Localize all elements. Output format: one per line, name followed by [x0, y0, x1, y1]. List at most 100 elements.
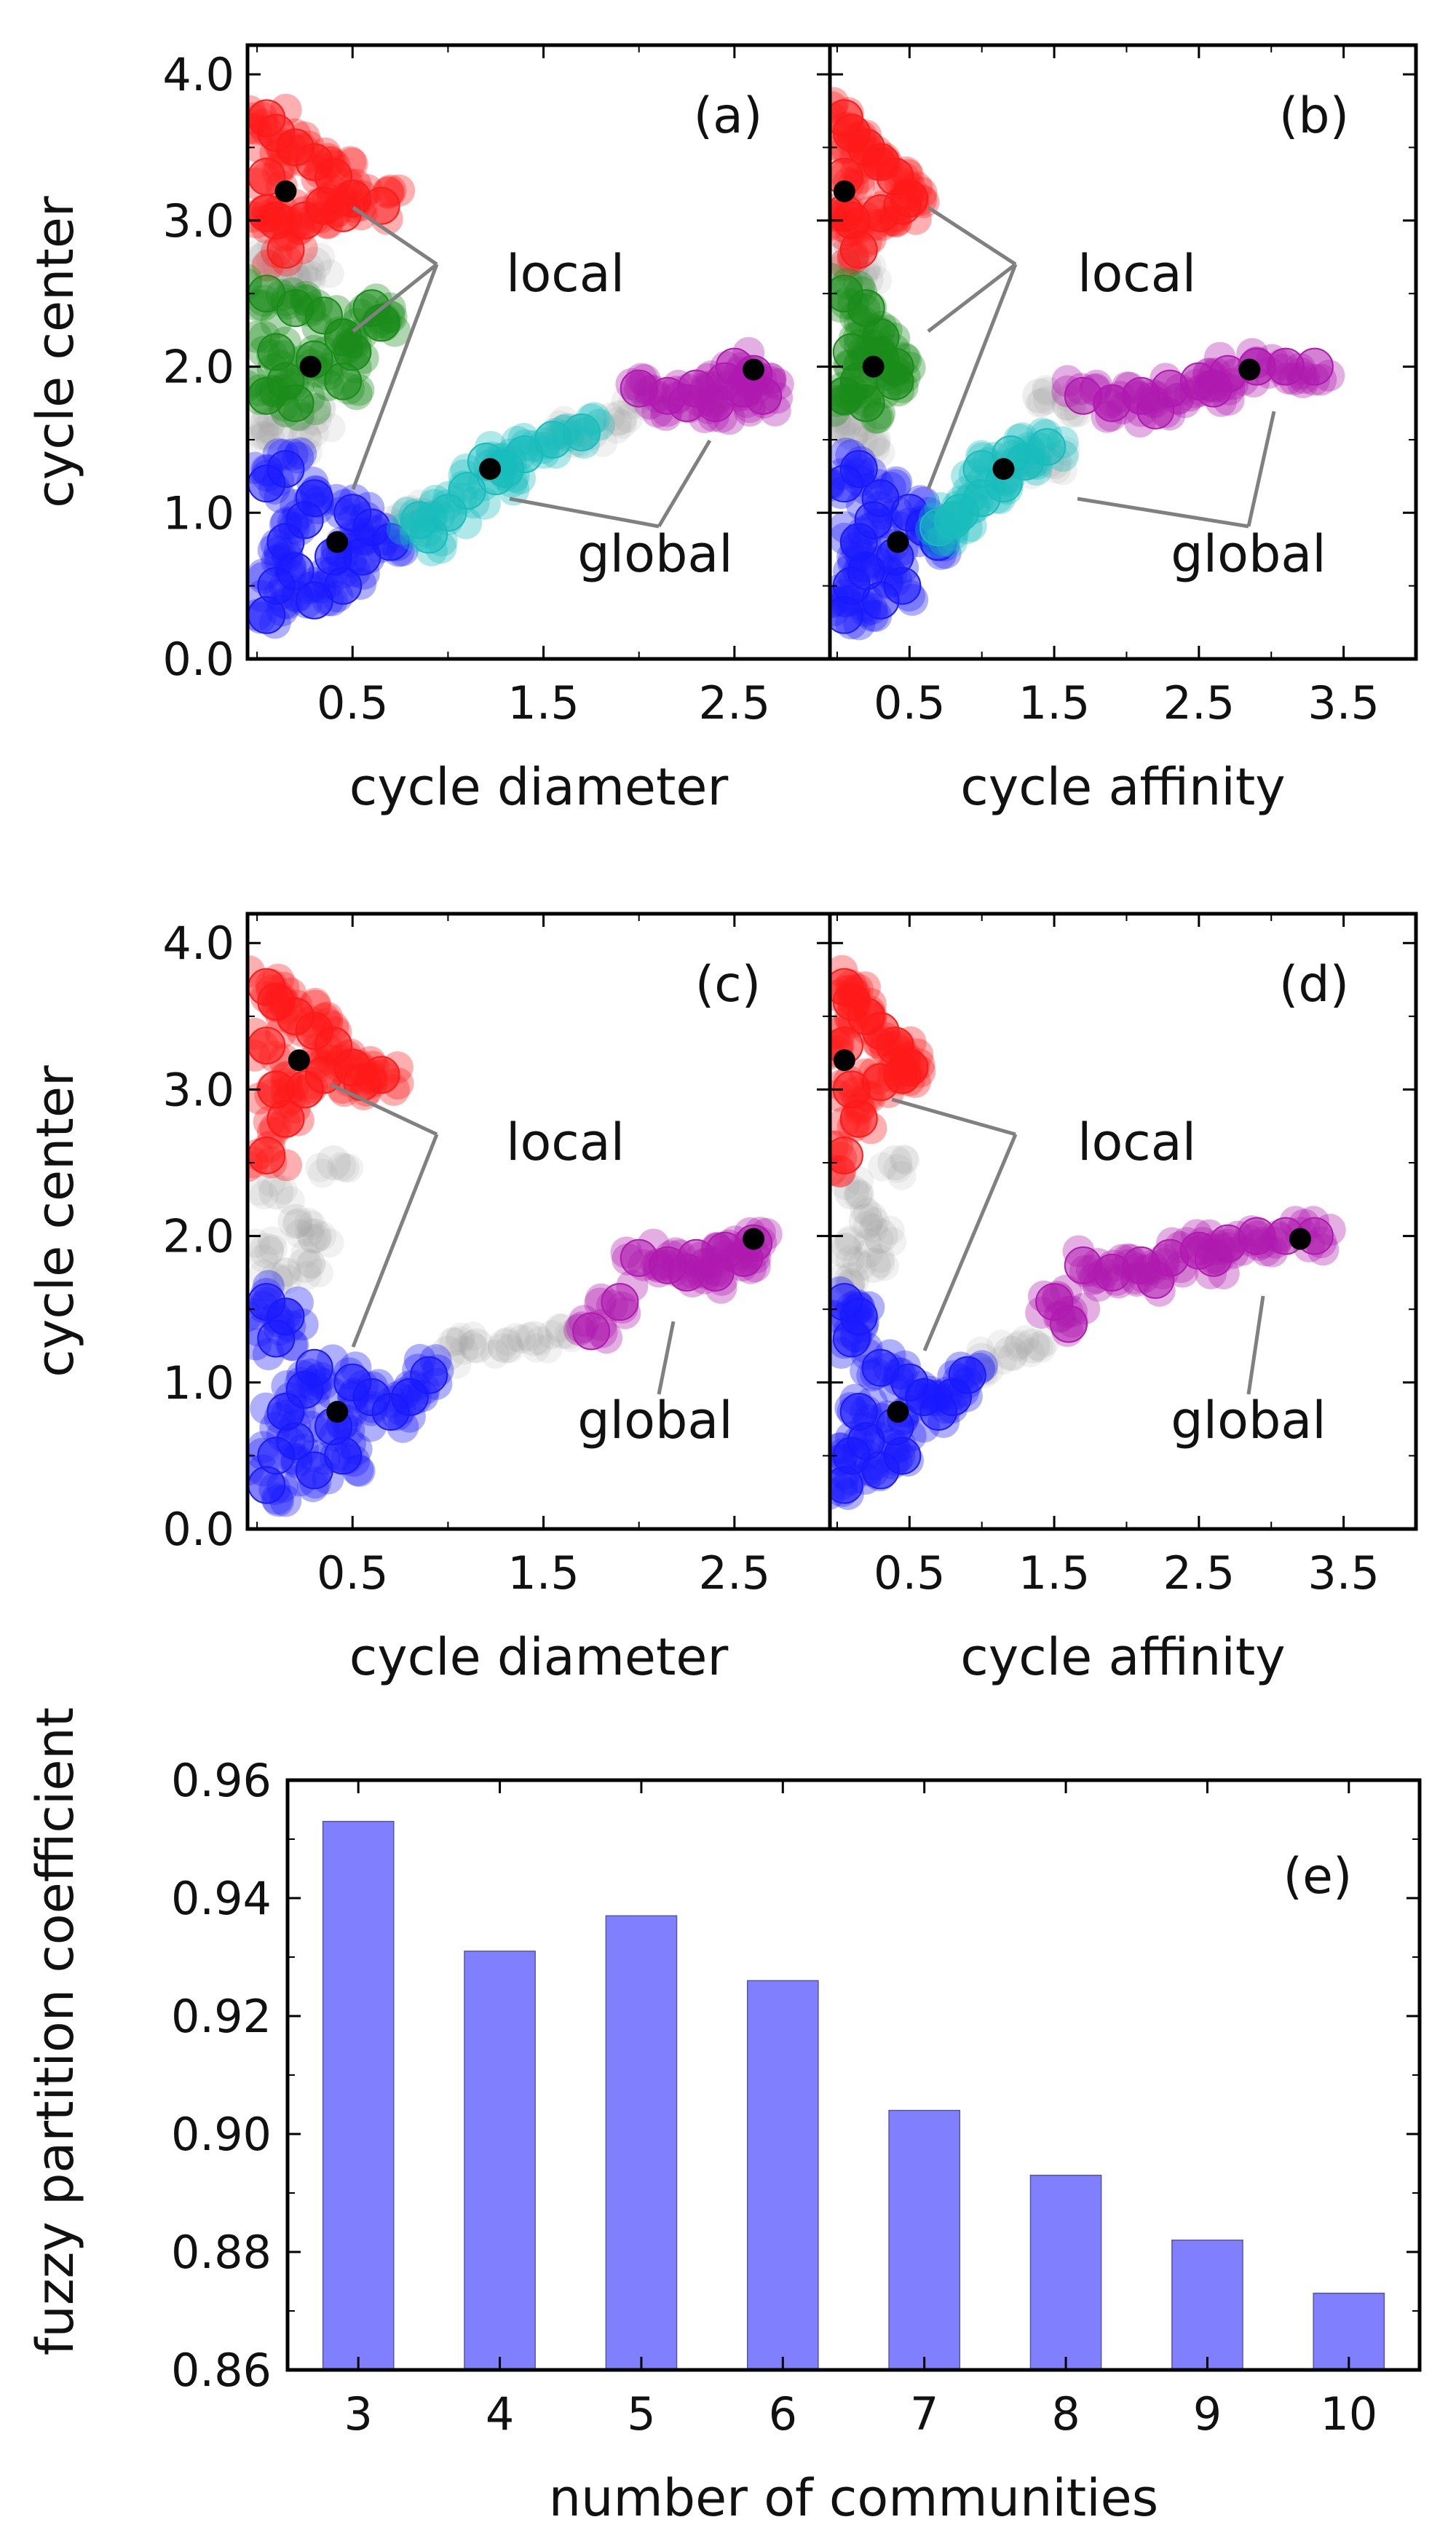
- data-point: [858, 1056, 890, 1089]
- data-point: [836, 1110, 869, 1143]
- data-point: [879, 205, 912, 238]
- data-point: [399, 520, 432, 553]
- gray-point: [457, 1330, 487, 1360]
- x-tick-label: 2.5: [1163, 1546, 1235, 1600]
- annotation-global: global: [577, 1391, 733, 1450]
- annotation-leader: [922, 1134, 1018, 1351]
- data-point: [1192, 370, 1224, 403]
- data-point: [324, 1437, 363, 1475]
- data-point: [293, 572, 325, 604]
- data-point: [504, 462, 537, 494]
- gray-point: [516, 1321, 552, 1356]
- gray-point: [889, 1144, 919, 1174]
- data-point: [672, 374, 705, 406]
- data-point: [726, 1249, 759, 1282]
- gray-point: [314, 258, 344, 288]
- y-tick-label: 0.94: [171, 1872, 272, 1925]
- gray-point: [460, 1333, 490, 1363]
- gray-point: [258, 414, 294, 450]
- data-point: [312, 368, 345, 401]
- data-point: [248, 320, 272, 353]
- data-point: [288, 133, 320, 166]
- gray-point: [602, 400, 638, 435]
- data-point: [269, 508, 301, 541]
- data-point: [834, 1391, 867, 1424]
- data-point: [615, 368, 648, 400]
- data-point: [324, 497, 357, 529]
- data-point: [355, 1062, 388, 1095]
- data-point: [1305, 1226, 1337, 1259]
- data-point: [734, 391, 767, 424]
- data-point: [830, 975, 862, 1008]
- y-tick-label: 0.92: [171, 1990, 272, 2043]
- data-point: [257, 534, 290, 566]
- gray-point: [514, 1322, 544, 1352]
- data-point: [377, 1074, 410, 1107]
- data-point: [337, 1378, 370, 1410]
- data-point: [264, 1402, 296, 1434]
- data-point: [837, 240, 870, 272]
- data-point: [1297, 363, 1330, 396]
- data-point: [281, 580, 314, 613]
- gray-point: [304, 1258, 334, 1288]
- gray-point: [1016, 1337, 1045, 1367]
- data-point: [1203, 341, 1236, 374]
- data-point: [1213, 373, 1246, 406]
- annotation-leader: [891, 1097, 1016, 1137]
- annotation-leader: [657, 1321, 676, 1395]
- data-point: [830, 1106, 861, 1139]
- data-point: [354, 1046, 387, 1078]
- data-point: [248, 289, 280, 322]
- gray-point: [866, 1249, 895, 1279]
- data-point: [930, 1391, 962, 1424]
- data-point: [1087, 1257, 1120, 1290]
- data-point: [861, 401, 894, 434]
- data-point: [333, 1427, 366, 1460]
- data-point: [308, 556, 341, 589]
- data-point: [569, 416, 601, 449]
- data-point: [830, 437, 862, 470]
- data-point: [422, 1354, 454, 1387]
- data-point: [830, 955, 858, 987]
- data-point: [312, 206, 344, 239]
- data-point: [849, 971, 882, 1004]
- data-point: [250, 199, 282, 232]
- x-tick-label: 3: [344, 2387, 372, 2441]
- data-point: [830, 1142, 858, 1174]
- annotation-leader: [351, 264, 439, 490]
- data-point: [860, 599, 893, 632]
- gray-point: [249, 407, 285, 443]
- data-point: [850, 225, 882, 258]
- data-point: [269, 1485, 302, 1517]
- gray-point: [507, 1324, 537, 1354]
- data-point: [733, 395, 766, 427]
- data-point: [337, 504, 370, 537]
- data-point: [830, 208, 846, 241]
- data-point: [269, 569, 301, 602]
- data-point: [333, 1357, 365, 1390]
- data-point: [248, 200, 269, 233]
- data-point: [861, 468, 894, 501]
- data-point: [457, 486, 490, 519]
- data-point: [1113, 371, 1146, 404]
- data-point: [509, 429, 542, 462]
- panel-plot-area-1: [830, 87, 1345, 641]
- data-point: [250, 981, 282, 1013]
- x-tick-label: 10: [1320, 2387, 1377, 2441]
- data-point: [264, 1016, 297, 1049]
- data-point: [1051, 365, 1084, 398]
- data-point: [1029, 419, 1062, 451]
- data-point: [850, 473, 883, 505]
- data-point: [399, 510, 432, 543]
- data-point: [381, 1067, 414, 1100]
- data-point: [830, 585, 860, 618]
- annotation-local: local: [506, 1113, 625, 1172]
- bar-7: [888, 2109, 961, 2371]
- gray-point: [258, 1174, 294, 1210]
- gray-point: [255, 1236, 285, 1265]
- data-point: [362, 1369, 395, 1402]
- data-point: [836, 1395, 869, 1428]
- x-tick-label: 9: [1193, 2387, 1222, 2441]
- data-point: [893, 579, 925, 612]
- data-point: [855, 291, 887, 324]
